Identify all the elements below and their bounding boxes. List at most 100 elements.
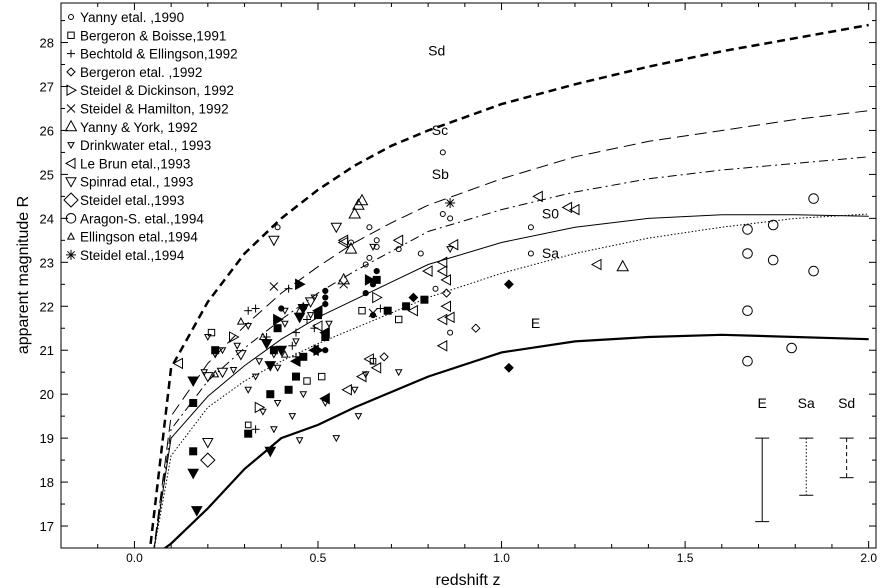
data-point — [295, 437, 304, 445]
legend-label: Drinkwater etal., 1993 — [80, 138, 211, 153]
error-bar-label: Sa — [798, 395, 815, 411]
data-point — [742, 355, 753, 367]
data-point — [422, 265, 433, 277]
data-point — [299, 352, 308, 361]
y-tick-label: 17 — [40, 519, 54, 534]
data-point — [322, 287, 329, 294]
legend-marker — [66, 249, 76, 260]
data-point — [446, 246, 454, 254]
plot-frame — [60, 2, 877, 549]
y-tick-label: 25 — [40, 167, 54, 182]
data-point — [211, 369, 220, 378]
data-point — [395, 246, 402, 253]
data-point — [288, 341, 297, 350]
data-point — [439, 149, 446, 156]
legend-marker — [65, 213, 77, 224]
x-tick-label: 1.5 — [677, 551, 694, 565]
data-point — [436, 339, 448, 352]
data-point — [373, 268, 380, 275]
data-point — [244, 386, 253, 394]
legend-marker — [66, 67, 76, 77]
data-point — [229, 367, 238, 375]
data-point — [417, 250, 424, 257]
legend-marker — [66, 84, 78, 97]
curve-S0 — [153, 214, 869, 548]
legend-marker — [65, 177, 77, 188]
data-point — [445, 198, 456, 208]
data-point — [313, 344, 325, 357]
legend-label: Bergeron etal. ,1992 — [80, 65, 202, 80]
data-point — [275, 345, 288, 357]
data-point — [808, 193, 819, 204]
data-point — [344, 242, 358, 254]
data-point — [297, 304, 310, 315]
data-point — [189, 447, 198, 456]
curve-label-Sc: Sc — [432, 122, 448, 138]
data-point — [376, 304, 385, 313]
y-tick-label: 21 — [40, 343, 54, 358]
data-point — [251, 304, 260, 313]
data-point — [392, 234, 404, 247]
data-point — [284, 284, 293, 293]
data-point — [319, 326, 330, 339]
curve-Sb — [153, 156, 869, 548]
curve-E — [163, 333, 869, 548]
data-point — [348, 239, 354, 246]
data-point — [218, 347, 227, 355]
legend-label: Aragon-S. etal.,1994 — [80, 211, 204, 226]
data-point — [532, 190, 543, 203]
y-tick-label: 23 — [40, 255, 54, 270]
data-point — [372, 291, 383, 304]
data-point — [325, 320, 333, 328]
data-point — [270, 426, 278, 434]
data-point — [355, 370, 367, 383]
data-point — [187, 468, 200, 480]
data-point — [379, 352, 389, 362]
data-point — [292, 372, 300, 381]
data-point — [295, 278, 306, 291]
data-point — [273, 324, 282, 333]
data-point — [355, 193, 369, 206]
data-point — [207, 328, 216, 337]
x-tick-label: 0.0 — [126, 551, 143, 565]
curve-label-Sa: Sa — [542, 245, 559, 261]
data-point — [786, 342, 797, 354]
data-point — [259, 408, 267, 416]
data-point — [440, 274, 451, 286]
y-axis-label: apparent magnitude R — [15, 196, 32, 354]
legend: Yanny etal. ,1990 Bergeron & Boisse,1991 B… — [63, 10, 238, 263]
legend-label: Spinrad etal., 1993 — [80, 175, 193, 190]
data-point — [203, 334, 212, 342]
data-point — [590, 258, 602, 271]
data-point — [439, 211, 446, 217]
data-point — [306, 312, 315, 320]
data-point — [235, 350, 247, 361]
curve-label-Sd: Sd — [428, 43, 445, 59]
data-point — [284, 385, 293, 394]
data-point — [236, 317, 245, 325]
data-point — [172, 357, 183, 370]
data-point — [395, 315, 403, 324]
data-point — [260, 339, 273, 350]
curve-Sd — [148, 23, 869, 548]
data-point — [280, 350, 289, 358]
data-point — [337, 272, 351, 285]
data-point — [568, 203, 580, 216]
data-point — [190, 506, 203, 517]
data-point — [369, 243, 377, 251]
data-point — [348, 206, 362, 219]
data-point — [447, 215, 454, 222]
data-point — [201, 438, 214, 449]
data-point — [370, 361, 382, 374]
legend-label: Steidel & Hamilton, 1992 — [80, 102, 229, 117]
data-point — [293, 312, 306, 324]
data-point — [436, 313, 448, 326]
legend-label: Yanny & York, 1992 — [80, 120, 198, 135]
y-tick-label: 26 — [40, 123, 54, 138]
error-bar-label: Sd — [838, 395, 855, 411]
data-point — [364, 274, 376, 286]
data-point — [373, 237, 380, 244]
data-point — [299, 391, 308, 399]
data-point — [189, 399, 198, 407]
data-point — [303, 377, 311, 385]
